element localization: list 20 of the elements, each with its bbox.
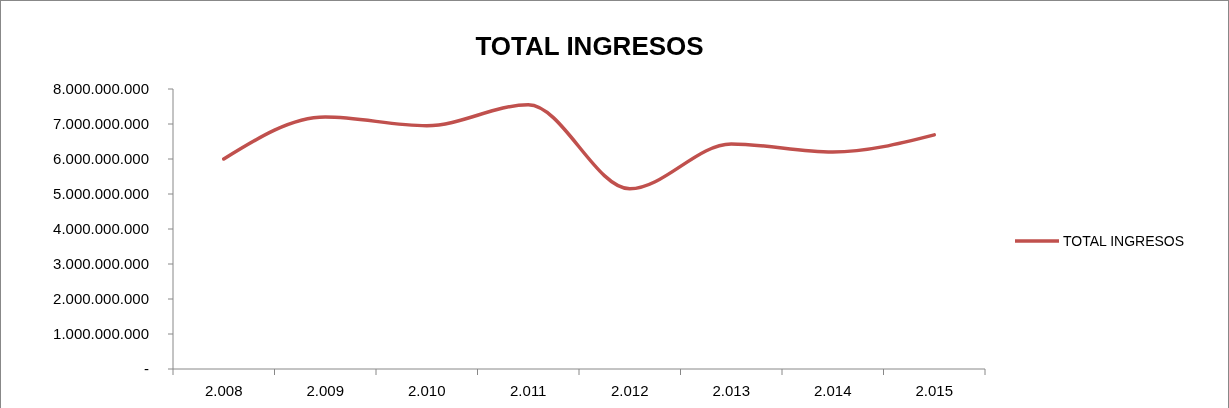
x-tick-label: 2.010 <box>407 382 446 399</box>
y-tick-label: 4.000.000.000 <box>53 220 149 238</box>
chart-title: TOTAL INGRESOS <box>475 31 704 61</box>
x-tick-label: 2.008 <box>204 382 243 399</box>
line-series <box>222 103 936 191</box>
y-tick-label: 3.000.000.000 <box>53 255 149 273</box>
x-tick-label: 2.009 <box>306 382 345 399</box>
x-tick-label: 2.014 <box>813 382 852 399</box>
y-tick-label: 2.000.000.000 <box>53 290 149 308</box>
x-tick-label: 2.012 <box>610 382 649 399</box>
x-tick-label: 2.011 <box>510 382 547 399</box>
y-tick-label: 7.000.000.000 <box>53 115 149 133</box>
x-tick-label: 2.015 <box>915 382 954 399</box>
y-tick-label: 1.000.000.000 <box>53 325 149 343</box>
x-tick-label: 2.013 <box>712 382 751 399</box>
y-tick-label: - <box>144 360 149 378</box>
y-tick-label: 8.000.000.000 <box>53 80 149 98</box>
y-tick-label: 6.000.000.000 <box>53 150 149 168</box>
legend-label: TOTAL INGRESOS <box>1063 232 1185 249</box>
y-tick-label: 5.000.000.000 <box>53 185 149 203</box>
